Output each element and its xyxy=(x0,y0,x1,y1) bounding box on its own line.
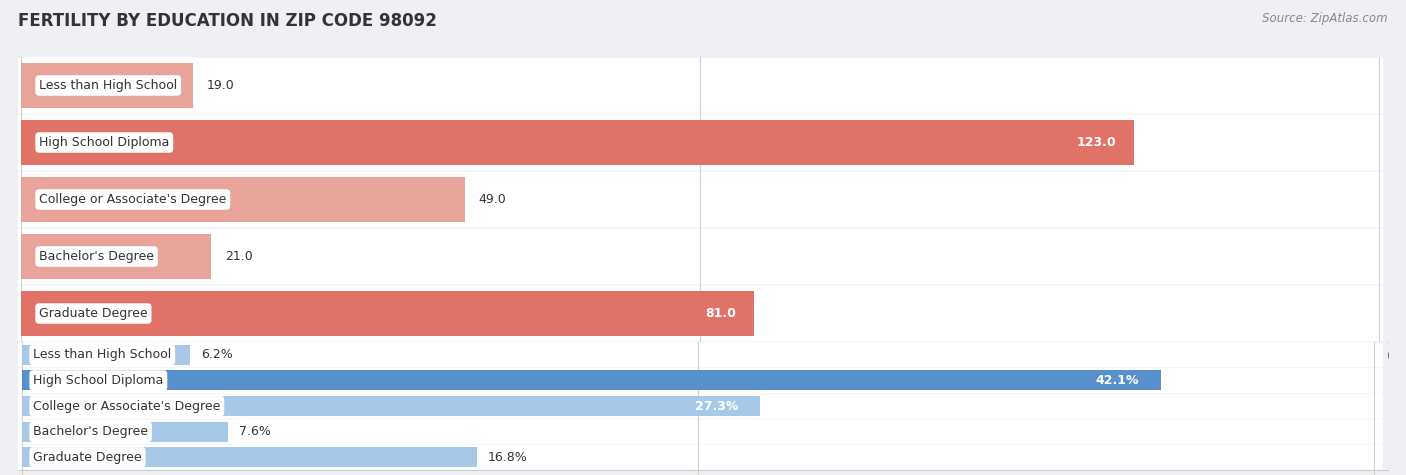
Bar xyxy=(21,63,193,108)
Bar xyxy=(21,177,464,222)
FancyBboxPatch shape xyxy=(17,394,1384,418)
Text: 21.0: 21.0 xyxy=(225,250,253,263)
Text: 49.0: 49.0 xyxy=(478,193,506,206)
FancyBboxPatch shape xyxy=(17,445,1384,470)
Bar xyxy=(21,234,211,279)
FancyBboxPatch shape xyxy=(17,419,1384,444)
Text: Less than High School: Less than High School xyxy=(34,348,172,361)
Bar xyxy=(22,396,761,416)
FancyBboxPatch shape xyxy=(17,228,1384,285)
Bar xyxy=(22,370,1160,390)
FancyBboxPatch shape xyxy=(17,368,1384,393)
Text: Graduate Degree: Graduate Degree xyxy=(39,307,148,320)
FancyBboxPatch shape xyxy=(17,57,1384,114)
Text: FERTILITY BY EDUCATION IN ZIP CODE 98092: FERTILITY BY EDUCATION IN ZIP CODE 98092 xyxy=(18,12,437,30)
Bar xyxy=(21,120,1135,165)
Bar xyxy=(22,345,190,365)
Text: Graduate Degree: Graduate Degree xyxy=(34,451,142,464)
Text: 27.3%: 27.3% xyxy=(696,399,738,413)
Text: High School Diploma: High School Diploma xyxy=(39,136,170,149)
Text: Source: ZipAtlas.com: Source: ZipAtlas.com xyxy=(1263,12,1388,25)
Text: Bachelor's Degree: Bachelor's Degree xyxy=(34,425,148,438)
Text: Less than High School: Less than High School xyxy=(39,79,177,92)
Bar xyxy=(22,447,477,467)
Text: College or Associate's Degree: College or Associate's Degree xyxy=(39,193,226,206)
Text: High School Diploma: High School Diploma xyxy=(34,374,163,387)
Text: 6.2%: 6.2% xyxy=(201,348,232,361)
Text: 81.0: 81.0 xyxy=(706,307,735,320)
Bar xyxy=(22,422,228,442)
Text: 16.8%: 16.8% xyxy=(488,451,527,464)
FancyBboxPatch shape xyxy=(17,171,1384,228)
Text: 123.0: 123.0 xyxy=(1077,136,1116,149)
FancyBboxPatch shape xyxy=(17,285,1384,342)
FancyBboxPatch shape xyxy=(17,114,1384,171)
Text: 7.6%: 7.6% xyxy=(239,425,270,438)
Bar xyxy=(21,291,754,336)
Text: Bachelor's Degree: Bachelor's Degree xyxy=(39,250,155,263)
Text: College or Associate's Degree: College or Associate's Degree xyxy=(34,399,221,413)
Text: 42.1%: 42.1% xyxy=(1095,374,1139,387)
FancyBboxPatch shape xyxy=(17,342,1384,367)
Text: 19.0: 19.0 xyxy=(207,79,235,92)
